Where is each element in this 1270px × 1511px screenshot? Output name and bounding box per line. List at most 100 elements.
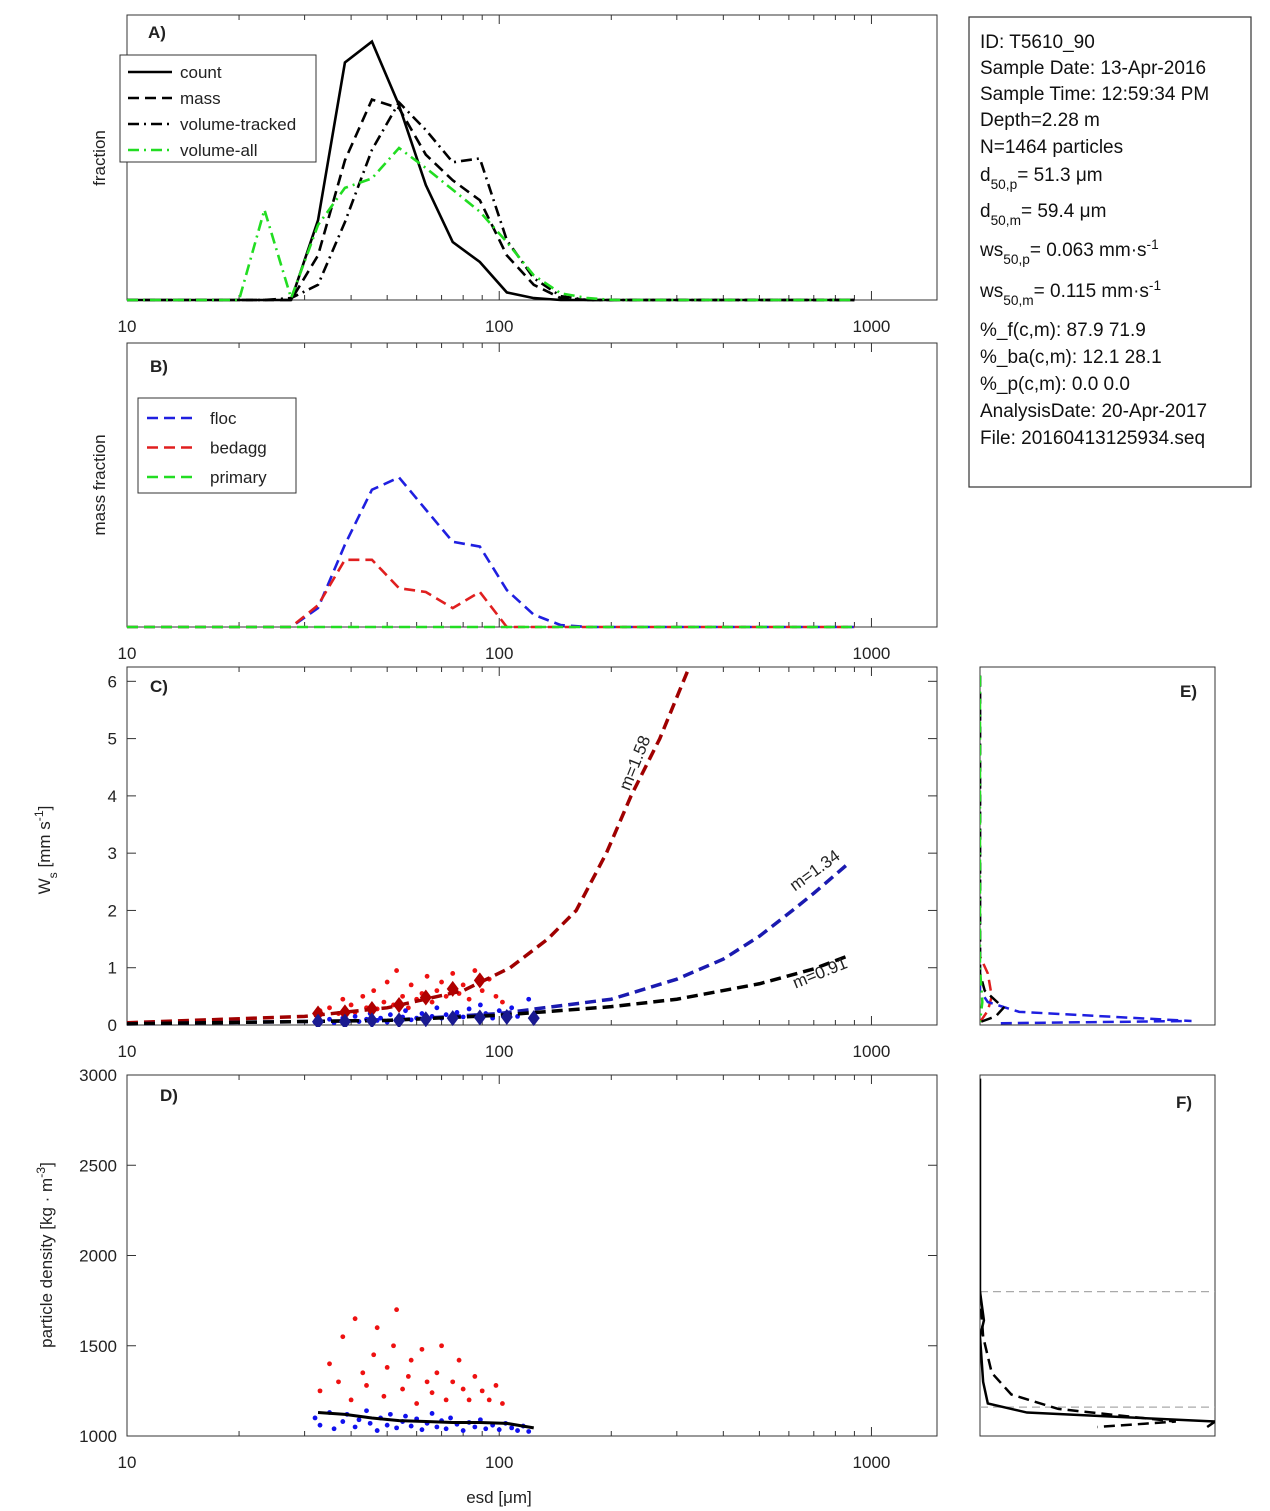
legend-label: volume-all xyxy=(180,141,257,160)
data-point xyxy=(434,1005,440,1011)
data-point xyxy=(450,1379,456,1385)
diamond-marker xyxy=(365,1012,378,1027)
legend-label: volume-tracked xyxy=(180,115,296,134)
diamond-marker xyxy=(473,972,486,989)
y-tick-label: 1 xyxy=(108,959,117,978)
text-part: Depth=2.28 m xyxy=(980,110,1100,131)
y-tick-label: 2 xyxy=(108,901,117,920)
data-point xyxy=(352,1014,358,1019)
x-tick-label: 10 xyxy=(118,317,137,336)
data-point xyxy=(526,996,532,1002)
panel-label: A) xyxy=(148,23,166,42)
y-axis-label: particle density [kg · m-3] xyxy=(34,1162,56,1348)
data-point xyxy=(526,1429,532,1434)
data-point xyxy=(408,1423,414,1429)
data-point xyxy=(439,1343,444,1349)
x-axis-label: esd [μm] xyxy=(466,1488,532,1507)
data-point xyxy=(443,1426,449,1432)
diamond-marker xyxy=(446,1010,459,1027)
data-point xyxy=(443,993,449,999)
text-part: d xyxy=(980,201,991,222)
text-part: particle density [kg · m xyxy=(37,1178,56,1348)
x-tick-label: 10 xyxy=(118,1042,137,1061)
data-point xyxy=(424,973,430,979)
info-box xyxy=(968,16,1252,488)
diamond-marker xyxy=(338,1013,351,1027)
x-tick-label: 1000 xyxy=(853,1042,891,1061)
panel-label: E) xyxy=(1180,682,1197,701)
data-point xyxy=(429,1390,435,1396)
legend-label: bedagg xyxy=(210,439,267,458)
data-line xyxy=(127,954,848,1026)
data-line xyxy=(127,100,855,302)
info-line: ws50,m= 0.115 mm·s-1 xyxy=(979,278,1161,308)
supscript: -1 xyxy=(1149,278,1161,293)
diamond-marker xyxy=(365,1000,378,1017)
text-part: = 51.3 μm xyxy=(1017,165,1102,186)
data-point xyxy=(450,971,456,976)
supscript: -3 xyxy=(34,1167,48,1178)
data-point xyxy=(515,1428,520,1433)
y-tick-label: 1000 xyxy=(79,1427,117,1446)
data-point xyxy=(317,1388,323,1394)
data-point xyxy=(394,968,399,973)
info-line: %_p(c,m): 0.0 0.0 xyxy=(980,374,1130,395)
diamond-marker xyxy=(312,1013,325,1027)
data-point xyxy=(419,1427,425,1433)
legend-label: floc xyxy=(210,409,237,428)
y-tick-label: 2000 xyxy=(79,1247,117,1266)
x-tick-label: 10 xyxy=(118,1453,137,1472)
data-point xyxy=(472,968,478,973)
info-line: N=1464 particles xyxy=(980,137,1123,158)
plot-area xyxy=(127,666,849,1027)
legend-label: primary xyxy=(210,468,267,487)
data-point xyxy=(394,1307,399,1313)
text-part: = 0.063 mm·s xyxy=(1030,240,1147,261)
y-tick-label: 4 xyxy=(108,787,117,806)
info-line: AnalysisDate: 20-Apr-2017 xyxy=(980,401,1207,422)
data-point xyxy=(364,1408,369,1414)
info-line: %_f(c,m): 87.9 71.9 xyxy=(980,320,1146,341)
data-point xyxy=(500,999,505,1005)
info-line: File: 20160413125934.seq xyxy=(980,428,1205,449)
x-tick-label: 100 xyxy=(485,1042,513,1061)
info-line: Sample Date: 13-Apr-2016 xyxy=(980,58,1206,79)
data-point xyxy=(327,1361,332,1367)
supscript: -1 xyxy=(32,810,46,821)
data-point xyxy=(477,1417,483,1423)
data-point xyxy=(384,979,390,985)
data-point xyxy=(429,1411,435,1416)
data-point xyxy=(394,1425,399,1431)
x-tick-label: 100 xyxy=(485,317,513,336)
y-tick-label: 3 xyxy=(108,844,117,863)
diamond-marker xyxy=(419,989,432,1006)
data-line xyxy=(980,675,1006,1024)
data-point xyxy=(327,1016,332,1022)
data-point xyxy=(374,1325,380,1331)
diamond-marker xyxy=(419,1011,432,1027)
subscript: s xyxy=(46,872,60,878)
data-point xyxy=(460,1428,466,1433)
data-point xyxy=(352,1316,358,1322)
data-point xyxy=(400,1386,405,1392)
data-point xyxy=(352,1424,358,1430)
info-line: %_ba(c,m): 12.1 28.1 xyxy=(980,347,1162,368)
data-point xyxy=(360,1370,366,1376)
subscript: 50,p xyxy=(991,177,1018,192)
data-line xyxy=(980,1291,1176,1429)
data-point xyxy=(472,1424,478,1430)
data-point xyxy=(340,996,346,1002)
data-point xyxy=(466,996,472,1002)
data-point xyxy=(493,1383,499,1388)
panel-label: C) xyxy=(150,677,168,696)
y-axis-label: mass fraction xyxy=(90,434,109,535)
text-part: %_p(c,m): 0.0 0.0 xyxy=(980,374,1130,395)
plot-area xyxy=(127,475,855,629)
data-line xyxy=(127,146,855,302)
diamond-marker xyxy=(500,1008,513,1025)
data-point xyxy=(381,1393,387,1399)
data-point xyxy=(460,1014,466,1020)
plot-area xyxy=(980,1078,1215,1429)
data-point xyxy=(434,988,440,994)
